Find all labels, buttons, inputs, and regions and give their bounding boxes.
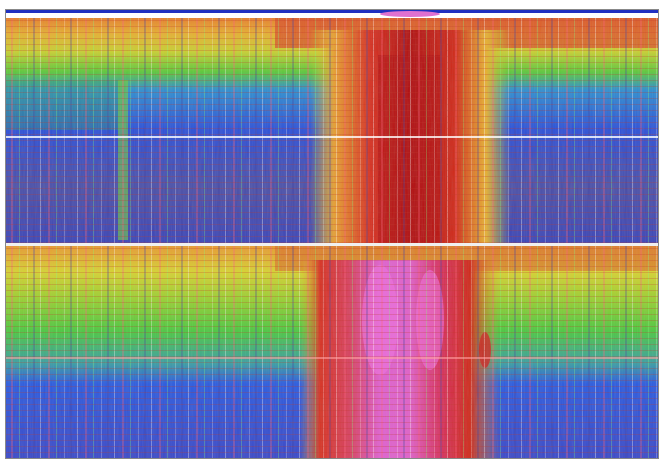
top-edge [6,10,658,13]
separator [6,243,658,246]
upper-panel [6,18,658,243]
noise [6,18,658,243]
top-glow [380,11,440,17]
lower-panel [6,246,658,458]
noise [6,246,658,458]
divider [6,136,658,138]
frame [5,9,659,459]
divider [6,357,658,359]
